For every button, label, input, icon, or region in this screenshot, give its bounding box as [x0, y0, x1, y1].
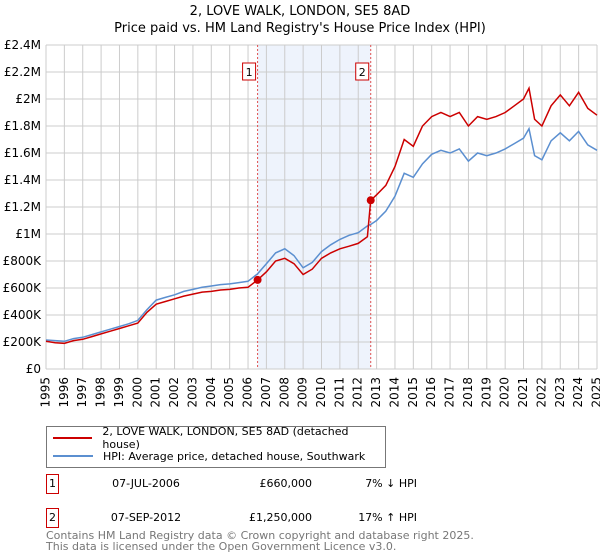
footer: Contains HM Land Registry data © Crown c… [46, 530, 474, 552]
series-line [45, 126, 598, 343]
x-tick-label: 2002 [167, 377, 181, 408]
chart-title: 2, LOVE WALK, LONDON, SE5 8AD [189, 4, 411, 19]
x-tick-label: 1995 [39, 377, 53, 408]
event-price: £1,250,000 [249, 511, 312, 524]
x-tick-label: 2020 [498, 377, 512, 408]
x-tick-label: 2023 [553, 377, 567, 408]
event-price: £660,000 [259, 477, 313, 490]
event-marker-label: 2 [359, 66, 366, 79]
x-tick-label: 1998 [94, 377, 108, 408]
x-tick-label: 2001 [149, 377, 163, 408]
event-date: 07-SEP-2012 [110, 511, 182, 524]
x-tick-label: 2011 [332, 377, 346, 408]
y-tick-label: £0 [26, 362, 41, 376]
x-tick-label: 2008 [277, 377, 291, 408]
legend-label: HPI: Average price, detached house, Sout… [103, 449, 366, 463]
y-tick-label: £200K [3, 335, 43, 349]
x-tick-label: 2012 [351, 377, 365, 408]
event-badge: 1 [46, 474, 59, 494]
x-tick-label: 2009 [296, 377, 310, 408]
x-tick-label: 2022 [534, 377, 548, 408]
series-line [45, 85, 598, 345]
y-tick-label: £1.2M [4, 200, 41, 214]
x-tick-label: 2015 [406, 377, 420, 408]
event-row-1: 1 07-JUL-2006 £660,000 7% ↓ HPI [46, 474, 446, 494]
legend-swatch [53, 455, 93, 457]
line-chart: £0 £200K £400K £600K £800K £1M £1.2M £1.4M £1.6M… [3, 38, 600, 408]
event-hpi-diff: 7% ↓ HPI [365, 477, 417, 490]
event-marker-box [242, 62, 257, 81]
footer-licence: This data is licensed under the Open Gov… [46, 540, 397, 553]
y-tick-label: £1.4M [4, 173, 41, 187]
sale-point [253, 275, 262, 284]
x-tick-label: 2003 [185, 377, 199, 408]
x-tick-label: 2019 [479, 377, 493, 408]
footer-copyright: Contains HM Land Registry data © Crown c… [46, 529, 474, 542]
y-tick-label: £1.8M [4, 119, 41, 133]
x-tick-label: 1997 [75, 377, 89, 408]
x-tick-label: 2005 [222, 377, 236, 408]
y-tick-label: £400K [3, 308, 43, 322]
event-row-2: 2 07-SEP-2012 £1,250,000 17% ↑ HPI [46, 508, 446, 528]
x-tick-label: 2025 [590, 377, 600, 408]
x-tick-label: 2024 [571, 377, 585, 408]
x-tick-label: 2010 [314, 377, 328, 408]
x-tick-label: 2006 [241, 377, 255, 408]
event-marker-box [355, 62, 370, 81]
chart-subtitle: Price paid vs. HM Land Registry's House … [114, 21, 486, 36]
x-tick-label: 2000 [130, 377, 144, 408]
x-tick-label: 1999 [112, 377, 126, 408]
event-marker-label: 1 [246, 66, 253, 79]
x-tick-label: 2017 [443, 377, 457, 408]
y-tick-label: £2.4M [4, 38, 41, 52]
x-tick-label: 2014 [387, 377, 401, 408]
x-tick-label: 2007 [259, 377, 273, 408]
x-tick-label: 2018 [461, 377, 475, 408]
x-tick-label: 2021 [516, 377, 530, 408]
event-badge: 2 [46, 508, 59, 528]
legend-item-property: 2, LOVE WALK, LONDON, SE5 8AD (detached … [53, 425, 385, 451]
legend: 2, LOVE WALK, LONDON, SE5 8AD (detached … [46, 425, 386, 468]
legend-swatch [53, 437, 93, 439]
legend-item-hpi: HPI: Average price, detached house, Sout… [53, 448, 365, 464]
y-tick-label: £1.6M [4, 146, 41, 160]
y-tick-label: £800K [3, 254, 43, 268]
y-tick-label: £1M [15, 227, 41, 241]
sale-point [366, 196, 375, 205]
x-tick-label: 2016 [424, 377, 438, 408]
x-tick-label: 2013 [369, 377, 383, 408]
legend-label: 2, LOVE WALK, LONDON, SE5 8AD (detached … [102, 425, 349, 451]
y-tick-label: £600K [3, 281, 43, 295]
event-date: 07-JUL-2006 [112, 477, 180, 490]
y-tick-label: £2.2M [4, 65, 41, 79]
x-tick-label: 2004 [204, 377, 218, 408]
y-tick-label: £2M [15, 92, 41, 106]
x-tick-label: 1996 [57, 377, 71, 408]
event-hpi-diff: 17% ↑ HPI [358, 511, 417, 524]
